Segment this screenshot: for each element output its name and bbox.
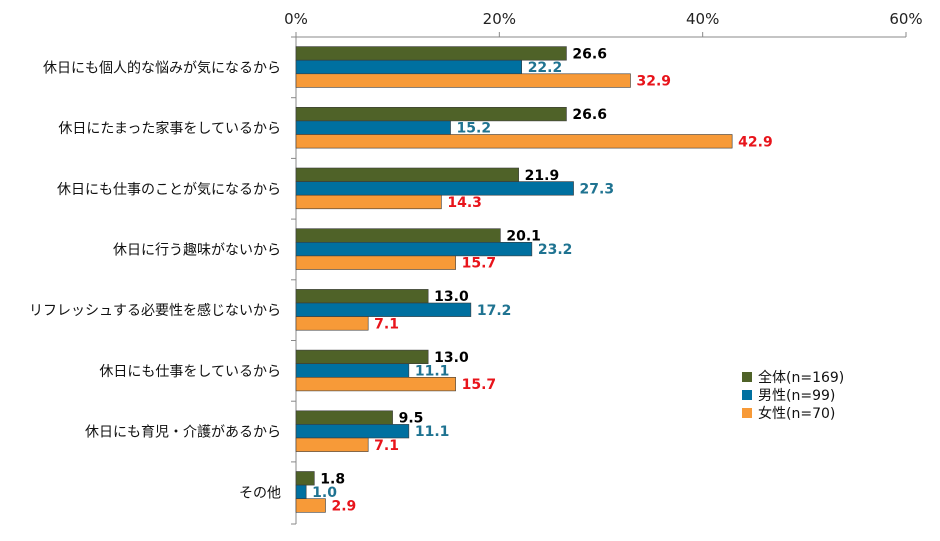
data-label: 11.1 — [415, 364, 450, 380]
data-label: 15.7 — [462, 377, 497, 393]
bar — [295, 437, 369, 452]
bar — [295, 289, 429, 304]
x-tick-label: 20% — [483, 10, 516, 28]
data-label: 14.3 — [447, 195, 482, 211]
category-label: 休日にも育児・介護があるから — [85, 425, 281, 441]
bar — [295, 107, 567, 122]
category-label: 休日にも仕事のことが気になるから — [57, 182, 281, 198]
bar — [295, 194, 442, 210]
bar — [295, 376, 456, 392]
data-label: 13.0 — [434, 350, 469, 366]
bar — [295, 73, 631, 88]
data-label: 20.1 — [506, 229, 541, 245]
data-label: 15.2 — [457, 121, 492, 137]
data-label: 26.6 — [572, 46, 607, 62]
bar — [295, 59, 522, 75]
x-tick-label: 0% — [284, 10, 308, 28]
data-label: 1.8 — [320, 471, 345, 487]
bar — [295, 484, 307, 500]
data-label: 27.3 — [580, 181, 615, 197]
bar — [295, 349, 429, 365]
data-label: 7.1 — [374, 438, 399, 454]
category-label: その他 — [239, 485, 281, 501]
data-label: 23.2 — [538, 242, 573, 258]
legend-swatch — [742, 372, 752, 382]
legend: 全体(n=169) 男性(n=99)女性(n=70) — [742, 369, 844, 422]
bar — [295, 255, 456, 270]
value-labels: 26.6 22.2 32.9 26.6 15.2 42.9 21.9 27.3 14.3 20.1… — [312, 46, 773, 514]
bar — [295, 134, 733, 149]
axes: 0% 20% 40% 60% 休日にも個人的な悩みが気になるから休日にたまった家事をして… — [29, 10, 923, 525]
category-label: リフレッシュする必要性を感じないから — [29, 302, 281, 319]
legend-swatch — [742, 408, 752, 418]
x-tick-label: 60% — [889, 10, 922, 28]
category-label: 休日にたまった家事をしているから — [58, 120, 281, 137]
data-label: 1.0 — [312, 485, 337, 501]
category-label: 休日にも仕事をしているから — [99, 364, 281, 380]
bar — [295, 363, 410, 378]
data-label: 2.9 — [331, 499, 356, 515]
data-label: 9.5 — [399, 411, 424, 427]
data-label: 26.6 — [572, 107, 607, 123]
bar — [295, 316, 369, 331]
data-label: 17.2 — [477, 303, 512, 319]
bar — [295, 410, 393, 425]
data-label: 15.7 — [462, 256, 497, 272]
legend-label: 女性(n=70) — [758, 405, 835, 422]
legend-label: 男性(n=99) — [758, 388, 835, 404]
bar — [295, 120, 451, 135]
legend-label: 全体(n=169) — [758, 369, 844, 386]
data-label: 32.9 — [636, 74, 671, 90]
legend-swatch — [742, 390, 752, 400]
bars — [295, 46, 733, 513]
bar — [295, 242, 533, 257]
bar — [295, 167, 519, 182]
bar — [295, 302, 472, 317]
data-label: 21.9 — [525, 168, 560, 184]
bar — [295, 228, 501, 243]
data-label: 22.2 — [528, 60, 563, 76]
category-label: 休日にも個人的な悩みが気になるから — [43, 60, 281, 76]
bar — [295, 498, 326, 513]
x-tick-label: 40% — [686, 10, 719, 28]
data-label: 11.1 — [415, 424, 450, 440]
data-label: 42.9 — [738, 134, 773, 150]
category-label: 休日に行う趣味がないから — [113, 242, 281, 258]
data-label: 13.0 — [434, 289, 469, 305]
data-label: 7.1 — [374, 316, 399, 332]
bar — [295, 471, 315, 486]
bar — [295, 46, 567, 61]
bar — [295, 424, 410, 439]
